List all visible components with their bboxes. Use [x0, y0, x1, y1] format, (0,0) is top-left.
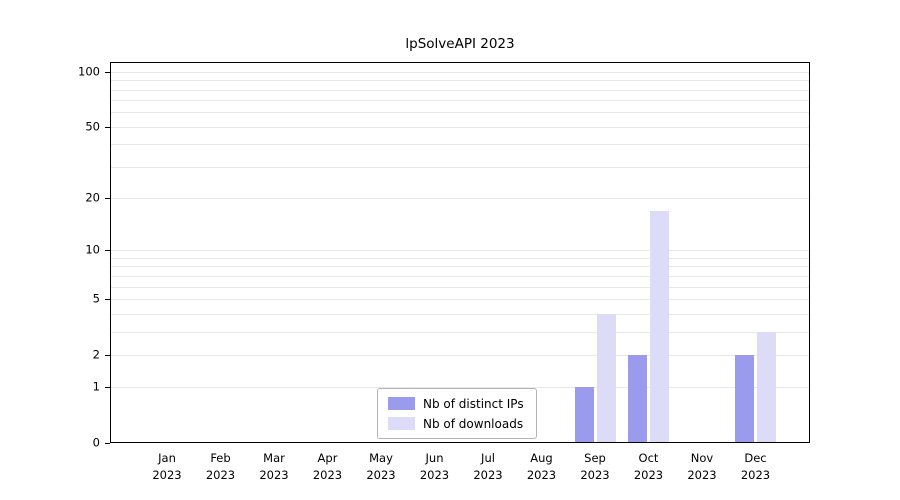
- y-tick-mark: [105, 198, 110, 200]
- y-tick-mark: [105, 71, 110, 73]
- x-tick-label-jun: Jun 2023: [419, 451, 450, 483]
- gridline: [110, 313, 810, 315]
- gridline: [110, 112, 810, 114]
- legend-item-distinct-ips: Nb of distinct IPs: [388, 397, 524, 410]
- y-tick-label: 10: [85, 242, 100, 257]
- gridline: [110, 166, 810, 168]
- x-tick-label-aug: Aug 2023: [526, 451, 557, 483]
- y-tick-mark: [105, 298, 110, 300]
- y-tick-mark: [105, 354, 110, 356]
- bar-distinct-ips-oct: [628, 354, 647, 443]
- y-tick-label: 100: [78, 63, 100, 78]
- bar-distinct-ips-sep: [574, 387, 594, 443]
- y-tick-mark: [105, 250, 110, 252]
- y-tick-mark: [105, 126, 110, 128]
- y-tick-label: 5: [92, 291, 100, 306]
- gridline: [110, 198, 810, 200]
- legend-label-downloads: Nb of downloads: [423, 416, 524, 431]
- bar-downloads-sep: [596, 313, 616, 443]
- x-tick-label-sep: Sep 2023: [580, 451, 610, 483]
- legend-label-distinct-ips: Nb of distinct IPs: [423, 396, 524, 411]
- x-tick-label-feb: Feb 2023: [205, 451, 236, 483]
- gridline: [110, 126, 810, 128]
- y-tick-mark: [105, 443, 110, 444]
- x-tick-label-may: May 2023: [366, 451, 396, 483]
- y-tick-label: 50: [85, 118, 100, 133]
- gridline: [110, 298, 810, 300]
- gridline: [110, 89, 810, 91]
- bar-downloads-oct: [650, 210, 669, 443]
- x-tick-label-oct: Oct 2023: [633, 451, 664, 483]
- y-tick-label: 20: [85, 190, 100, 205]
- y-tick-label: 1: [92, 379, 100, 394]
- bar-downloads-dec: [757, 331, 776, 443]
- gridline: [110, 250, 810, 252]
- chart-title: lpSolveAPI 2023: [405, 36, 515, 52]
- x-tick-label-nov: Nov 2023: [687, 451, 717, 483]
- legend-swatch-downloads: [388, 417, 415, 430]
- y-tick-label: 0: [92, 435, 100, 450]
- gridline: [110, 257, 810, 259]
- gridline: [110, 275, 810, 277]
- x-tick-label-jan: Jan 2023: [152, 451, 182, 483]
- legend-item-downloads: Nb of downloads: [388, 417, 524, 430]
- gridline: [110, 71, 810, 73]
- x-tick-label-dec: Dec 2023: [740, 451, 771, 483]
- gridline: [110, 387, 810, 389]
- gridline: [110, 266, 810, 268]
- legend-swatch-distinct-ips: [388, 397, 415, 410]
- gridline: [110, 331, 810, 333]
- gridline: [110, 100, 810, 102]
- gridline: [110, 286, 810, 288]
- gridline: [110, 80, 810, 82]
- bar-distinct-ips-dec: [735, 354, 754, 443]
- gridline: [110, 354, 810, 356]
- plot-area: [110, 62, 810, 443]
- chart-legend: Nb of distinct IPs Nb of downloads: [377, 388, 537, 439]
- x-tick-label-jul: Jul 2023: [473, 451, 503, 483]
- x-tick-label-mar: Mar 2023: [259, 451, 289, 483]
- x-tick-label-apr: Apr 2023: [312, 451, 343, 483]
- y-tick-label: 2: [92, 346, 100, 361]
- y-tick-mark: [105, 387, 110, 389]
- gridline: [110, 144, 810, 146]
